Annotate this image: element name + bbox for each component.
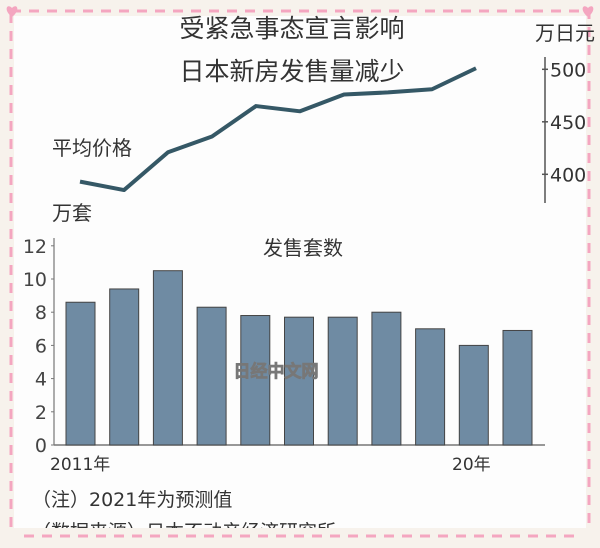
heart-icon: [6, 6, 18, 17]
price-series-label: 平均价格: [52, 136, 132, 160]
bar-tick-label: 2: [35, 402, 47, 424]
price-tick-label: 450: [550, 112, 586, 134]
bar-2020: [458, 344, 489, 446]
watermark: 日经中文网: [234, 361, 319, 382]
bar-2015: [240, 315, 271, 446]
title-line-1: 受紧急事态宣言影响: [179, 14, 404, 43]
bar-2014: [196, 306, 227, 446]
note-forecast: （注）2021年为预测值: [32, 489, 232, 511]
units-unit-label: 万套: [52, 201, 92, 225]
bar-tick-label: 4: [35, 369, 47, 391]
bar-tick-label: 8: [35, 302, 47, 324]
bar-tick-label: 12: [23, 236, 47, 258]
bar-2019: [415, 328, 446, 446]
price-axis: 500 450 400: [542, 57, 586, 203]
bar-tick-label: 10: [23, 269, 47, 291]
bar-tick-label: 6: [35, 335, 47, 357]
price-tick-label: 400: [550, 164, 586, 186]
price-line: [79, 66, 477, 193]
bars: [65, 270, 533, 446]
bottom-margin: [0, 528, 600, 548]
bar-2011: [65, 301, 96, 446]
price-unit-label: 万日元: [535, 21, 595, 45]
x-tick-last: 20年: [452, 455, 491, 475]
bar-tick-label: 0: [35, 435, 47, 457]
price-tick-label: 500: [550, 59, 586, 81]
bar-2021: [502, 329, 533, 446]
price-series-line: [79, 66, 477, 193]
chart-background: [14, 16, 586, 532]
bar-2017: [327, 316, 358, 446]
bar-2012: [109, 288, 140, 446]
title-line-2: 日本新房发售量减少: [179, 57, 404, 86]
bar-2016: [284, 316, 314, 446]
x-tick-first: 2011年: [50, 455, 110, 475]
heart-icon: [582, 6, 594, 17]
bar-2013: [152, 270, 183, 446]
units-series-label: 发售套数: [263, 236, 343, 260]
bar-2018: [371, 311, 402, 446]
